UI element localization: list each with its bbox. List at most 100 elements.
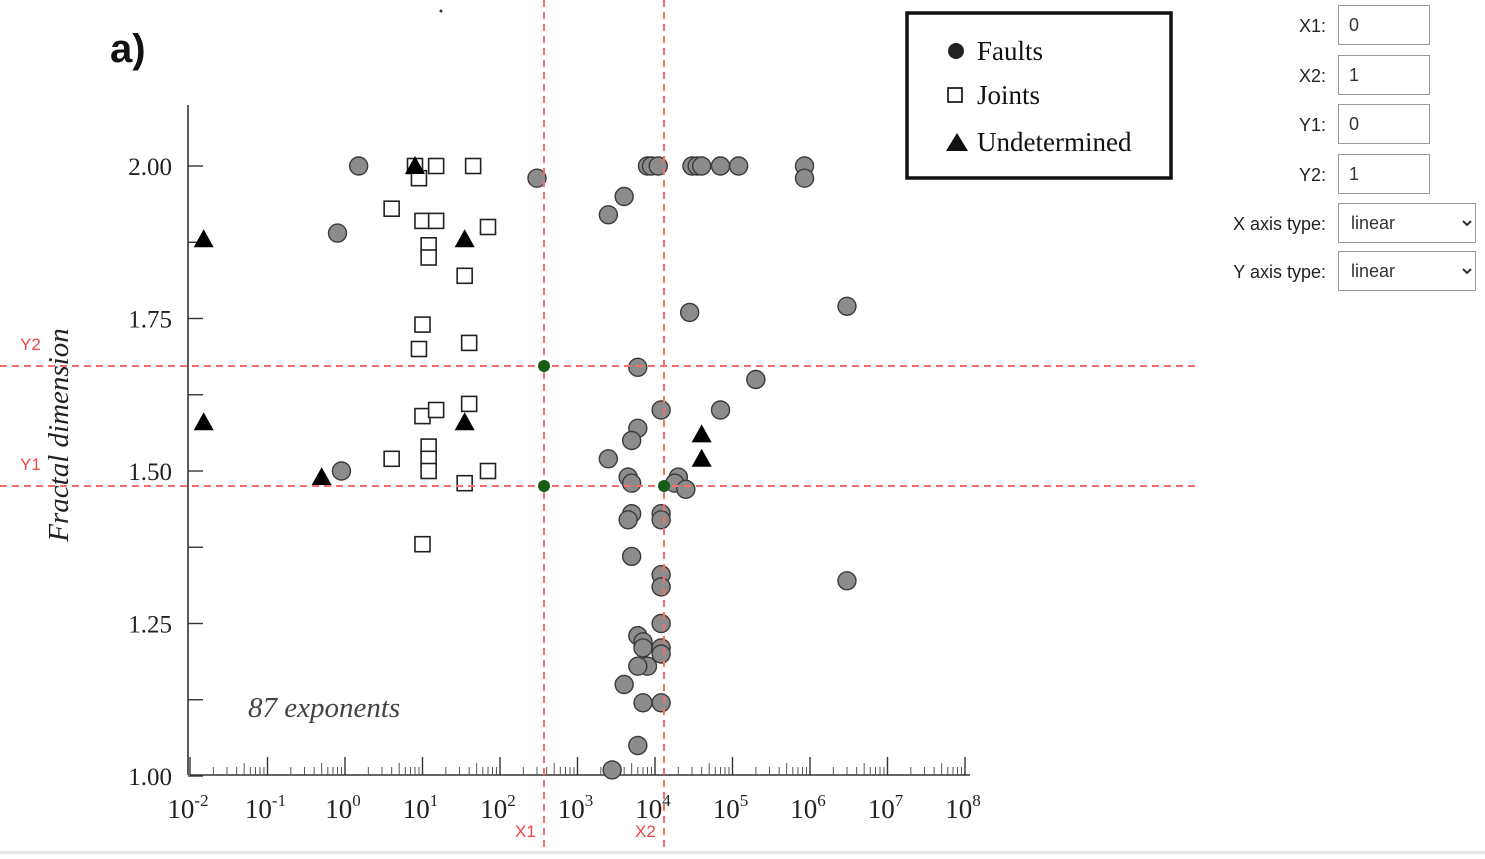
undetermined-point — [311, 467, 332, 486]
joint-point — [414, 212, 431, 230]
fault-point — [794, 168, 815, 188]
fault-point — [348, 156, 369, 176]
y-tick-label: 1.25 — [128, 612, 172, 639]
legend-joints-marker — [947, 87, 963, 103]
y-axis-type-select[interactable]: linear — [1338, 251, 1476, 291]
y-axis-type-row: Y axis type: linear — [1210, 251, 1485, 293]
y1-marker-label: Y1 — [20, 455, 41, 474]
x1-marker-label: X1 — [515, 822, 536, 841]
legend-faults-marker — [948, 43, 964, 59]
y-axis-type-label: Y axis type: — [1233, 262, 1326, 282]
fault-point — [327, 223, 348, 243]
joint-point — [410, 340, 428, 358]
fault-point — [598, 449, 619, 469]
x-axis-type-select[interactable]: linear — [1338, 203, 1476, 243]
joint-point — [414, 407, 431, 425]
fault-point — [527, 168, 547, 188]
fault-point — [691, 156, 712, 176]
fault-point — [651, 577, 671, 597]
x1-input[interactable] — [1338, 5, 1430, 45]
legend-joints-label: Joints — [977, 80, 1040, 110]
fault-point — [651, 693, 671, 713]
joint-point — [383, 200, 400, 217]
y1-label: Y1: — [1298, 115, 1326, 135]
undetermined-point — [454, 412, 475, 431]
exponent-count-annotation: 87 exponents — [248, 692, 400, 724]
fault-point — [621, 430, 642, 451]
x-tick-label: 101 — [403, 791, 439, 824]
calibration-point-x2-y1[interactable] — [658, 480, 670, 492]
y-tick-label: 2.00 — [128, 154, 172, 181]
undetermined-point — [691, 448, 712, 467]
undetermined-point — [193, 229, 214, 248]
joint-point — [427, 157, 445, 175]
x-tick-label: 104 — [635, 791, 671, 824]
scatter-chart: a) Fractal dimension 1.00 1.25 1.50 1.75 2.0… — [0, 0, 1200, 854]
calibration-controls: X1: X2: Y1: Y2: X axis type: linear Y ax… — [1210, 0, 1485, 854]
legend-undetermined-label: Undetermined — [977, 127, 1132, 157]
joint-point — [479, 218, 497, 236]
x2-marker-label: X2 — [635, 822, 656, 841]
fault-point — [651, 510, 671, 530]
legend: Faults Joints Undetermined — [905, 11, 1173, 180]
fault-point — [331, 461, 352, 481]
fault-point — [598, 205, 619, 225]
y1-row: Y1: — [1210, 104, 1485, 146]
stray-dot — [439, 9, 443, 13]
fault-point — [614, 674, 634, 695]
x-tick-label: 10-2 — [167, 791, 208, 824]
undetermined-point — [691, 424, 712, 443]
y1-input[interactable] — [1338, 104, 1430, 144]
fault-point — [618, 510, 638, 530]
joint-point — [460, 395, 478, 413]
y2-input[interactable] — [1338, 154, 1430, 194]
joint-point — [414, 535, 431, 553]
y-tick-label: 1.00 — [128, 764, 172, 791]
joint-point — [464, 157, 482, 175]
plot-area[interactable]: a) Fractal dimension 1.00 1.25 1.50 1.75 2.0… — [0, 0, 1210, 854]
fault-point — [651, 400, 671, 420]
fault-point — [676, 479, 696, 499]
calibration-point-x1-y2[interactable] — [538, 360, 550, 372]
x1-label: X1: — [1298, 16, 1326, 36]
undetermined-point — [404, 156, 425, 174]
x2-input[interactable] — [1338, 55, 1430, 95]
x-tick-label: 107 — [868, 791, 904, 824]
y2-row: Y2: — [1210, 154, 1485, 196]
fault-point — [633, 638, 653, 658]
joint-point — [460, 334, 478, 352]
x-tick-label: 10-1 — [245, 791, 286, 824]
x-axis-type-label: X axis type: — [1232, 214, 1326, 234]
y-tick-label: 1.75 — [128, 307, 172, 334]
legend-undetermined-marker — [946, 133, 968, 151]
x-tick-label: 103 — [558, 791, 594, 824]
joint-point — [456, 474, 473, 492]
x-axis-ticks: 10-2 10-1 100 101 102 103 104 105 106 107 108 — [167, 757, 981, 824]
fault-point — [837, 571, 857, 591]
x2-row: X2: — [1210, 55, 1485, 97]
fault-point — [633, 693, 653, 713]
y-axis-ticks: 1.00 1.25 1.50 1.75 2.00 — [128, 154, 203, 791]
joint-point — [427, 401, 445, 419]
fault-point — [648, 156, 668, 176]
y2-label: Y2: — [1298, 165, 1326, 185]
joint-point — [427, 212, 445, 230]
joint-point — [383, 450, 400, 468]
calibration-point-x1-y1[interactable] — [538, 480, 550, 492]
x1-row: X1: — [1210, 5, 1485, 47]
undetermined-point — [454, 229, 475, 248]
fault-point — [651, 644, 671, 664]
y-axis-title: Fractal dimension — [43, 328, 75, 542]
fault-point — [628, 357, 648, 377]
fault-point — [614, 186, 634, 207]
joint-point — [420, 462, 437, 480]
x-tick-label: 105 — [713, 791, 749, 824]
x-tick-label: 108 — [945, 791, 981, 824]
fault-point — [728, 156, 749, 176]
joint-point — [456, 267, 473, 285]
calibration-markers: X1 X2 Y2 Y1 — [0, 0, 1200, 854]
joint-point — [479, 462, 497, 480]
fault-point — [746, 369, 766, 390]
x-tick-label: 102 — [480, 791, 516, 824]
legend-faults-label: Faults — [977, 36, 1043, 66]
